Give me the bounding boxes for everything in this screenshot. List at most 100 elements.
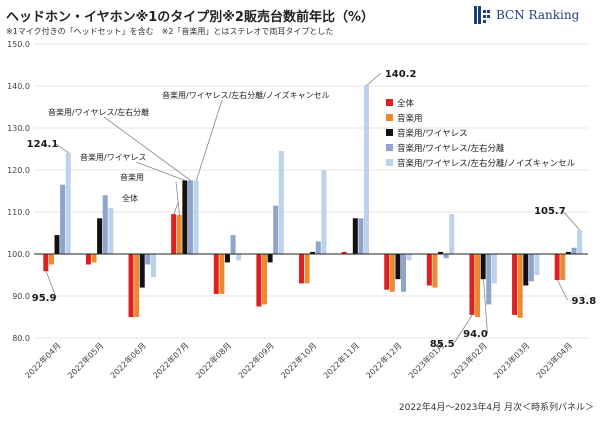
x-tick-label: 2022年06月 bbox=[108, 340, 148, 380]
bar bbox=[389, 254, 395, 292]
bar bbox=[171, 214, 177, 254]
legend-label: 音楽用/ワイヤレス/左右分離 bbox=[397, 143, 505, 154]
bar bbox=[150, 254, 156, 278]
annotation-leader bbox=[103, 116, 191, 181]
bar bbox=[176, 214, 182, 254]
bar bbox=[261, 254, 267, 305]
bar bbox=[358, 218, 364, 254]
bar bbox=[299, 254, 304, 284]
legend-label: 全体 bbox=[397, 98, 415, 109]
legend-swatch bbox=[386, 159, 393, 166]
bar bbox=[486, 254, 492, 305]
bar bbox=[224, 254, 230, 263]
legend-label: 音楽用 bbox=[397, 113, 423, 124]
x-tick-label: 2022年12月 bbox=[364, 340, 404, 380]
bar bbox=[321, 170, 327, 254]
annotation-leader bbox=[173, 202, 179, 215]
bar bbox=[401, 254, 407, 292]
legend-swatch bbox=[386, 99, 393, 106]
bar bbox=[512, 254, 518, 315]
chart-footer: 2022年4月～2023年4月 月次＜時系列パネル＞ bbox=[398, 403, 594, 413]
value-callout: 85.5 bbox=[430, 339, 455, 350]
bar bbox=[145, 254, 151, 265]
bar bbox=[85, 254, 91, 265]
bar bbox=[534, 254, 540, 275]
y-tick-label: 90.0 bbox=[12, 292, 30, 301]
y-tick-label: 110.0 bbox=[7, 208, 30, 217]
y-tick-label: 140.0 bbox=[7, 82, 30, 91]
value-callout: 124.1 bbox=[27, 139, 59, 150]
bar bbox=[256, 254, 262, 307]
bar bbox=[102, 195, 108, 254]
value-callout: 105.7 bbox=[534, 206, 566, 217]
value-callout: 93.8 bbox=[571, 296, 596, 307]
x-tick-label: 2022年05月 bbox=[65, 340, 105, 380]
value-callout: 140.2 bbox=[385, 69, 417, 80]
callout-leader bbox=[453, 314, 473, 344]
chart-title: ヘッドホン・イヤホン※1のタイプ別※2販売台数前年比（%） bbox=[6, 10, 375, 25]
y-tick-label: 150.0 bbox=[7, 40, 30, 49]
value-callout: 94.0 bbox=[463, 329, 488, 340]
bar bbox=[219, 254, 225, 294]
annotation-leader bbox=[135, 161, 186, 181]
bar bbox=[571, 247, 577, 254]
bar bbox=[48, 254, 54, 265]
bar bbox=[108, 207, 114, 254]
bar bbox=[193, 180, 199, 254]
bcn-logo: BCN Ranking bbox=[474, 6, 579, 24]
bcn-logo-text: BCN Ranking bbox=[496, 8, 580, 22]
bar bbox=[480, 254, 486, 280]
bar bbox=[560, 254, 566, 281]
bar bbox=[230, 235, 236, 254]
x-tick-label: 2022年11月 bbox=[321, 340, 361, 380]
bar bbox=[139, 254, 145, 288]
bar bbox=[236, 254, 242, 261]
series-annotation: 全体 bbox=[122, 193, 138, 203]
x-tick-label: 2023年03月 bbox=[492, 340, 532, 380]
bar bbox=[443, 254, 449, 259]
callout-leader bbox=[561, 209, 581, 231]
bar bbox=[91, 254, 97, 263]
bar bbox=[577, 230, 583, 254]
bar bbox=[60, 184, 66, 254]
annotation-leader bbox=[175, 181, 180, 215]
bar bbox=[65, 152, 71, 254]
bar bbox=[565, 251, 571, 254]
x-tick-label: 2023年04月 bbox=[534, 340, 574, 380]
bar bbox=[128, 254, 134, 317]
bar bbox=[267, 254, 273, 263]
legend-label: 音楽用/ワイヤレス bbox=[397, 128, 468, 139]
x-tick-label: 2022年08月 bbox=[193, 340, 233, 380]
annotation-leader bbox=[195, 99, 223, 181]
bar bbox=[352, 218, 358, 254]
bar bbox=[213, 254, 219, 294]
bar bbox=[395, 254, 401, 280]
bar bbox=[475, 254, 481, 317]
bar bbox=[384, 254, 390, 290]
series-annotation: 音楽用/ワイヤレス/左右分離/ノイズキャンセル bbox=[162, 90, 330, 100]
chart-subtitle: ※1マイク付きの「ヘッドセット」を含む ※2「音楽用」とはステレオで両耳タイプと… bbox=[6, 27, 334, 36]
bar bbox=[438, 251, 444, 254]
bar bbox=[273, 205, 279, 254]
bar bbox=[134, 254, 140, 317]
bar bbox=[406, 254, 412, 261]
bar bbox=[187, 180, 193, 254]
bar bbox=[54, 235, 60, 254]
legend-swatch bbox=[386, 129, 393, 136]
bar bbox=[523, 254, 529, 286]
bar bbox=[182, 180, 188, 254]
bar bbox=[341, 251, 347, 254]
bar bbox=[315, 241, 321, 254]
bar bbox=[528, 254, 534, 282]
x-tick-label: 2022年07月 bbox=[151, 340, 191, 380]
bar bbox=[278, 151, 284, 254]
callout-leader bbox=[45, 271, 57, 298]
bar bbox=[364, 85, 370, 254]
series-annotation: 音楽用 bbox=[120, 172, 144, 182]
x-tick-label: 2023年02月 bbox=[449, 340, 489, 380]
bar bbox=[449, 214, 455, 254]
x-tick-label: 2022年09月 bbox=[236, 340, 276, 380]
callout-leader bbox=[557, 279, 568, 301]
bar bbox=[469, 254, 475, 315]
